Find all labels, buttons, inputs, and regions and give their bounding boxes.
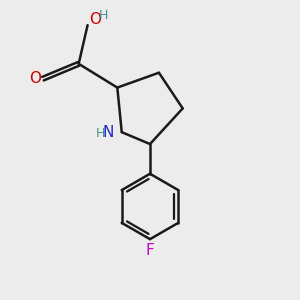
Text: H: H	[99, 9, 109, 22]
Text: H: H	[96, 127, 105, 140]
Text: O: O	[89, 12, 101, 27]
Text: F: F	[146, 243, 154, 258]
Text: N: N	[102, 125, 113, 140]
Text: O: O	[29, 71, 41, 86]
